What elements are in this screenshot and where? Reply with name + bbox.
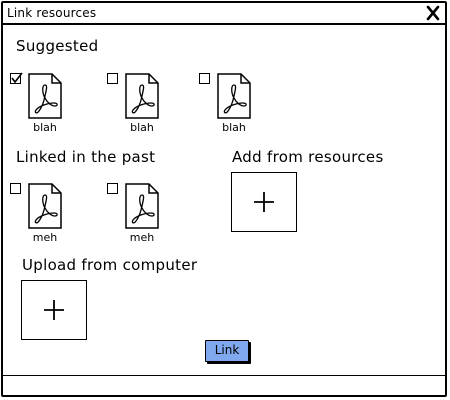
dialog-title: Link resources	[7, 6, 97, 20]
file-checkbox[interactable]	[107, 183, 118, 194]
file-label: meh	[129, 231, 155, 244]
file-checkbox[interactable]	[199, 73, 210, 84]
suggested-file-item-3[interactable]: blah	[199, 73, 279, 143]
pdf-file-icon	[28, 73, 62, 119]
file-checkbox[interactable]	[10, 72, 23, 84]
plus-icon	[44, 300, 64, 320]
upload-from-computer-button[interactable]	[21, 280, 87, 340]
pdf-file-icon	[125, 73, 159, 119]
pdf-file-icon	[28, 183, 62, 229]
linked-file-item-1[interactable]: meh	[10, 183, 90, 253]
pdf-file-icon	[125, 183, 159, 229]
linked-past-heading: Linked in the past	[16, 148, 156, 166]
plus-icon	[254, 192, 274, 212]
upload-from-computer-heading: Upload from computer	[22, 256, 198, 274]
file-label: blah	[33, 121, 57, 134]
suggested-file-item-1[interactable]: blah	[10, 72, 90, 143]
status-bar	[3, 375, 445, 395]
suggested-heading: Suggested	[16, 37, 99, 55]
file-checkbox[interactable]	[107, 73, 118, 84]
file-checkbox[interactable]	[10, 183, 21, 194]
file-label: blah	[222, 121, 246, 134]
file-label: blah	[130, 121, 154, 134]
add-from-resources-button[interactable]	[231, 172, 297, 232]
linked-file-item-2[interactable]: meh	[107, 183, 187, 253]
suggested-file-item-2[interactable]: blah	[107, 73, 187, 143]
link-button[interactable]: Link	[205, 340, 249, 362]
pdf-file-icon	[217, 73, 251, 119]
add-from-resources-heading: Add from resources	[232, 148, 384, 166]
close-icon[interactable]	[425, 4, 441, 22]
title-bar: Link resources	[3, 3, 445, 25]
file-label: meh	[32, 231, 58, 244]
